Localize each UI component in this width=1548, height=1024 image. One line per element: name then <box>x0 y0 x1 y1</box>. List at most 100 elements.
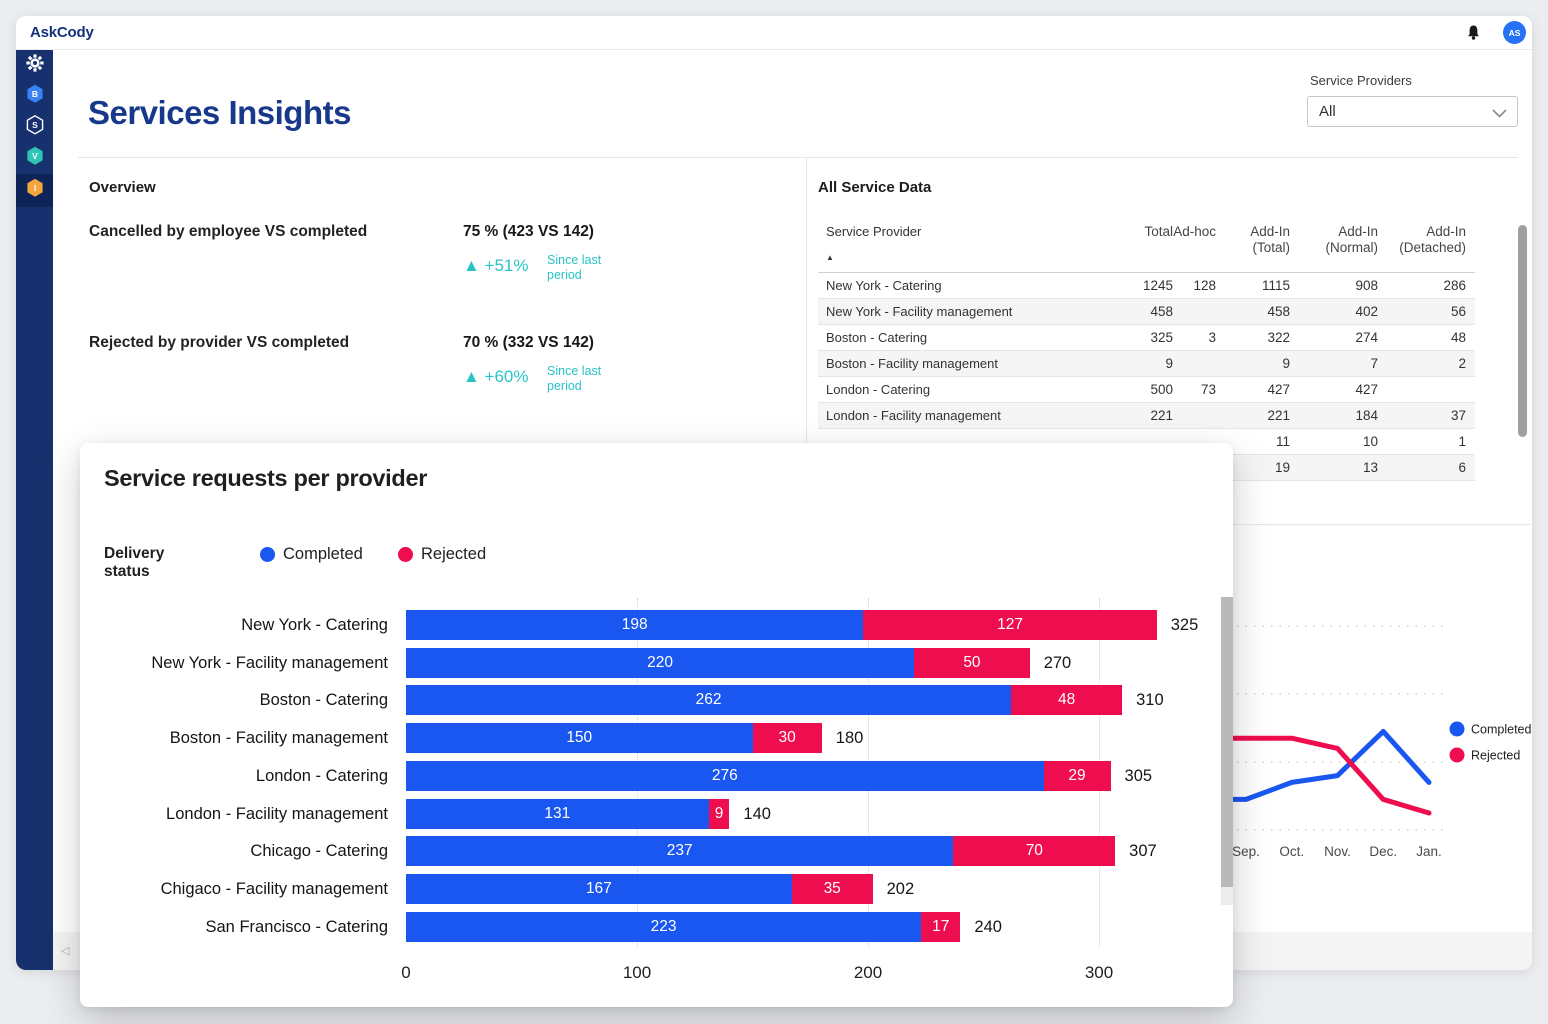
pane-divider <box>806 157 807 524</box>
bar-row[interactable]: 276 29 <box>406 760 1111 791</box>
bar-segment-completed[interactable]: 150 <box>406 723 753 754</box>
bar-segment-rejected[interactable]: 17 <box>921 911 961 942</box>
cell-value: 1115 <box>1261 278 1290 293</box>
page-scrollbar-thumb[interactable] <box>1518 225 1527 437</box>
bar-row[interactable]: 150 30 <box>406 723 822 754</box>
sort-ascending-icon[interactable]: ▲ <box>826 253 834 262</box>
svg-text:B: B <box>31 89 37 99</box>
rejected-dot-icon <box>398 547 413 562</box>
bar-segment-completed[interactable]: 237 <box>406 836 954 867</box>
service-data-table: Service Provider ▲ Total Ad-hoc Add-In (Tota… <box>818 222 1475 481</box>
bar-segment-rejected[interactable]: 29 <box>1043 760 1111 791</box>
month-tick-label: Jan. <box>1416 844 1442 859</box>
table-row[interactable]: New York - Facility management 458 458 402 5… <box>818 299 1475 325</box>
month-tick-label: Dec. <box>1369 844 1397 859</box>
user-avatar[interactable]: AS <box>1503 21 1526 44</box>
notifications-bell-icon[interactable] <box>1465 24 1482 42</box>
cell-provider: New York - Facility management <box>826 304 1013 319</box>
bar-segment-completed[interactable]: 131 <box>406 798 709 829</box>
month-tick-label: Nov. <box>1324 844 1351 859</box>
bar-row[interactable]: 167 35 <box>406 873 873 904</box>
bar-total-label: 180 <box>835 729 864 748</box>
bar-segment-completed[interactable]: 220 <box>406 647 915 678</box>
bar-row[interactable]: 223 17 <box>406 911 961 942</box>
bar-segment-rejected[interactable]: 9 <box>708 798 730 829</box>
legend-item-rejected[interactable]: Rejected <box>398 545 486 564</box>
table-col-header[interactable]: Ad-hoc <box>1173 224 1216 239</box>
cell-value: 458 <box>1267 304 1290 319</box>
bar-segment-rejected[interactable]: 48 <box>1011 685 1123 716</box>
bar-total-label: 202 <box>886 879 915 898</box>
kpi-1-delta: ▲ +51% <box>463 256 529 275</box>
table-header-row: Service Provider ▲ Total Ad-hoc Add-In (Tota… <box>818 222 1475 273</box>
table-col-header[interactable]: Total <box>1144 224 1173 239</box>
table-col-header[interactable]: Service Provider ▲ <box>818 222 1108 266</box>
chart-scrollbar-thumb[interactable] <box>1221 597 1233 887</box>
sidebar-item-bookings[interactable]: B <box>16 81 53 112</box>
cell-value: 286 <box>1443 278 1466 293</box>
bar-total-label: 310 <box>1136 691 1164 710</box>
kpi-2-value: 70 % (332 VS 142) <box>463 334 594 351</box>
month-tick-label: Sep. <box>1232 844 1260 859</box>
kpi-1-note: Since last period <box>547 253 602 282</box>
bar-segment-rejected[interactable]: 35 <box>791 873 873 904</box>
line-legend-dot-icon <box>1449 721 1465 737</box>
cell-value: 3 <box>1208 330 1216 345</box>
bar-segment-completed[interactable]: 167 <box>406 873 792 904</box>
bar-segment-rejected[interactable]: 70 <box>953 836 1116 867</box>
sidebar-item-insights[interactable]: I <box>16 174 53 207</box>
cell-value: 6 <box>1458 460 1466 475</box>
dropdown-value: All <box>1319 103 1336 120</box>
sidebar-item-visitors[interactable]: V <box>16 143 53 174</box>
cell-value: 9 <box>1165 356 1173 371</box>
bar-category-label: Boston - Catering <box>259 691 388 710</box>
bar-segment-completed[interactable]: 276 <box>406 760 1044 791</box>
table-col-header[interactable]: Add-In (Normal) <box>1325 224 1379 255</box>
collapse-sidebar-icon[interactable]: ◁ <box>61 945 70 957</box>
cell-provider: New York - Catering <box>826 278 942 293</box>
cell-value: 458 <box>1150 304 1173 319</box>
bar-row[interactable]: 237 70 <box>406 836 1116 867</box>
bar-segment-rejected[interactable]: 30 <box>752 723 822 754</box>
trend-line-completed <box>1183 728 1432 802</box>
bar-segment-completed[interactable]: 262 <box>406 685 1012 716</box>
table-row[interactable]: London - Catering 500 73 427 427 <box>818 377 1475 403</box>
chart-scrollbar-track[interactable] <box>1221 597 1233 905</box>
bar-category-label: London - Facility management <box>166 804 388 823</box>
table-col-header[interactable]: Add-In (Total) <box>1250 224 1290 255</box>
service-providers-dropdown[interactable]: All <box>1307 96 1518 127</box>
cell-value: 13 <box>1362 460 1378 475</box>
bar-row[interactable]: 262 48 <box>406 685 1123 716</box>
cell-provider: Boston - Catering <box>826 330 928 345</box>
line-legend-label[interactable]: Rejected <box>1471 749 1520 763</box>
kpi-2-note: Since last period <box>547 364 602 393</box>
service-providers-label: Service Providers <box>1310 73 1412 88</box>
svg-text:S: S <box>32 120 38 130</box>
line-legend-label[interactable]: Completed <box>1471 723 1531 737</box>
legend-item-completed[interactable]: Completed <box>260 545 363 564</box>
table-row[interactable]: Boston - Facility management 9 9 7 2 <box>818 351 1475 377</box>
bar-row[interactable]: 198 127 <box>406 610 1157 640</box>
bar-segment-completed[interactable]: 223 <box>406 911 922 942</box>
line-legend-dot-icon <box>1449 747 1465 763</box>
table-col-header[interactable]: Add-In (Detached) <box>1399 224 1466 255</box>
cell-value: 9 <box>1282 356 1290 371</box>
sidebar-item-services[interactable]: S <box>16 112 53 143</box>
table-row[interactable]: New York - Catering 1245 128 1115 908 286 <box>818 273 1475 299</box>
bar-row[interactable]: 131 9 <box>406 798 730 829</box>
bar-segment-rejected[interactable]: 127 <box>863 610 1157 640</box>
table-row[interactable]: London - Facility management 221 221 184 37 <box>818 403 1475 429</box>
bar-segment-rejected[interactable]: 50 <box>914 647 1030 678</box>
cell-provider: London - Catering <box>826 382 931 397</box>
cell-value: 128 <box>1193 278 1216 293</box>
bar-segment-completed[interactable]: 198 <box>406 610 864 640</box>
modal-title: Service requests per provider <box>104 465 428 491</box>
cell-value: 19 <box>1274 460 1290 475</box>
bar-total-label: 240 <box>974 917 1002 936</box>
visitors-hexagon-icon: V <box>26 146 44 171</box>
cell-value: 908 <box>1355 278 1378 293</box>
cell-value: 402 <box>1355 304 1378 319</box>
table-row[interactable]: Boston - Catering 325 3 322 274 48 <box>818 325 1475 351</box>
sidebar-item-settings[interactable] <box>16 50 53 81</box>
bar-row[interactable]: 220 50 <box>406 647 1030 678</box>
